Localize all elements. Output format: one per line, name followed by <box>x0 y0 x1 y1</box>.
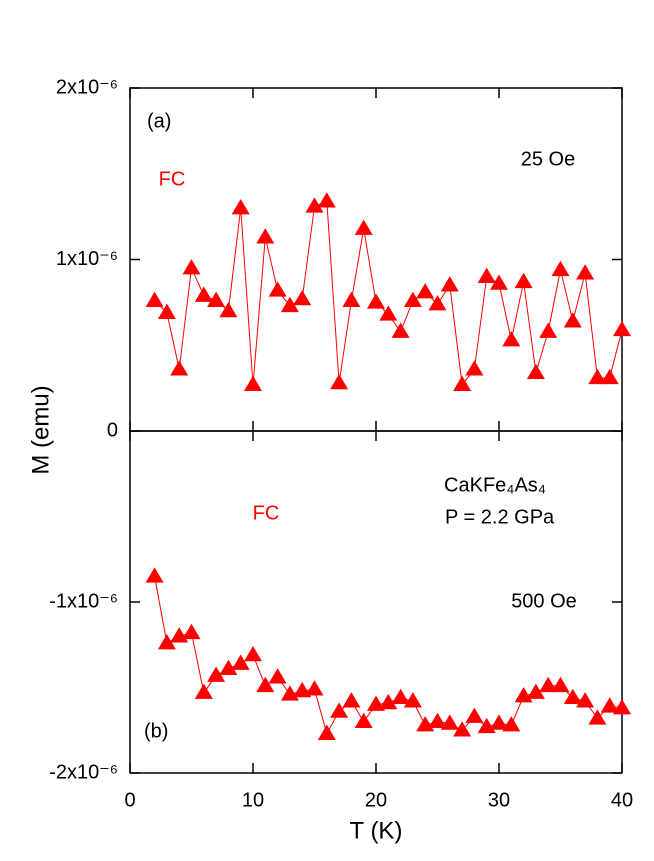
data-point <box>219 659 238 675</box>
x-tick-label: 0 <box>124 789 135 811</box>
data-point <box>256 228 275 244</box>
data-point <box>268 281 287 297</box>
data-line <box>154 200 623 386</box>
data-point <box>526 683 545 699</box>
data-point <box>367 293 385 309</box>
data-point <box>145 291 164 307</box>
data-point <box>453 375 472 391</box>
data-point <box>613 699 631 715</box>
data-point <box>231 654 250 670</box>
annotation: 500 Oe <box>511 590 577 612</box>
annotation: P = 2.2 GPa <box>445 506 555 528</box>
data-point <box>428 712 447 728</box>
x-tick-label: 20 <box>365 789 387 811</box>
data-point <box>280 296 299 313</box>
data-point <box>576 692 595 708</box>
data-point <box>256 676 275 693</box>
x-tick-label: 40 <box>611 789 633 811</box>
data-point <box>354 219 373 235</box>
data-point <box>305 197 324 213</box>
data-point <box>194 683 213 699</box>
data-point <box>231 199 250 215</box>
data-point <box>588 709 607 725</box>
data-point <box>354 712 373 728</box>
data-point <box>219 301 238 318</box>
data-point <box>514 272 533 289</box>
data-point <box>293 681 312 698</box>
data-point <box>342 692 361 708</box>
data-point <box>194 286 213 302</box>
x-tick-label: 10 <box>242 789 264 811</box>
data-point <box>502 716 521 732</box>
annotation: FC <box>253 502 280 524</box>
data-point <box>244 375 262 391</box>
data-point <box>613 320 631 337</box>
data-point <box>563 312 582 328</box>
data-point <box>551 676 570 693</box>
y-tick-label: 0 <box>107 419 118 441</box>
y-axis-label: M (emu) <box>27 385 54 474</box>
annotation: (a) <box>147 110 171 132</box>
data-point <box>502 331 521 347</box>
data-point <box>539 322 558 338</box>
data-point <box>145 567 164 583</box>
data-point <box>477 267 496 283</box>
annotation: (b) <box>144 720 168 742</box>
data-point <box>207 666 226 682</box>
plot-frame <box>129 87 623 432</box>
data-point <box>490 274 508 290</box>
data-point <box>403 291 422 307</box>
data-point <box>600 368 619 385</box>
data-point <box>330 702 349 718</box>
annotation: CaKFe₄As₄ <box>444 474 546 496</box>
data-point <box>207 291 226 307</box>
data-point <box>305 680 324 696</box>
data-point <box>268 668 287 684</box>
data-point <box>490 714 508 730</box>
data-point <box>391 688 410 705</box>
data-point <box>551 260 570 277</box>
data-point <box>342 291 361 307</box>
data-point <box>157 634 176 650</box>
data-point <box>416 283 435 299</box>
data-point <box>563 688 582 705</box>
y-tick-label: -2x10⁻⁶ <box>49 761 118 783</box>
data-point <box>244 646 262 662</box>
data-point <box>576 264 595 280</box>
data-point <box>379 305 398 321</box>
data-point <box>428 295 447 311</box>
data-point <box>379 693 398 710</box>
data-point <box>182 623 201 640</box>
data-point <box>465 707 484 723</box>
data-point <box>588 368 607 385</box>
data-point <box>526 363 545 379</box>
x-axis-label: T (K) <box>350 817 403 844</box>
data-point <box>600 697 619 713</box>
data-point <box>170 360 189 376</box>
data-point <box>453 721 472 737</box>
annotation: FC <box>159 168 186 190</box>
y-tick-label: 1x10⁻⁶ <box>56 248 118 270</box>
data-point <box>182 259 201 275</box>
data-point <box>293 289 312 306</box>
data-point <box>440 276 459 292</box>
y-tick-label: -1x10⁻⁶ <box>49 590 118 612</box>
data-point <box>539 676 558 693</box>
data-point <box>157 303 176 319</box>
x-tick-label: 30 <box>488 789 510 811</box>
data-point <box>440 714 459 730</box>
data-point <box>403 692 422 708</box>
data-point <box>391 322 410 338</box>
data-point <box>317 192 336 208</box>
data-point <box>330 373 349 390</box>
data-point <box>317 724 336 740</box>
y-tick-label: 2x10⁻⁶ <box>56 76 118 98</box>
data-point <box>367 695 385 711</box>
annotation: 25 Oe <box>521 148 575 170</box>
data-point <box>465 360 484 376</box>
